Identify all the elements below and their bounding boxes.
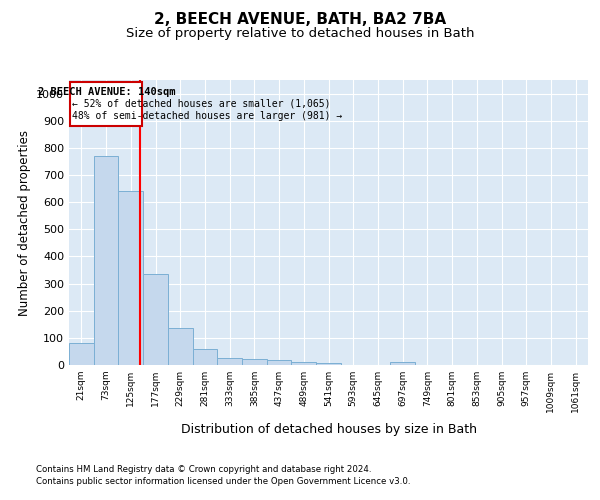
Y-axis label: Number of detached properties: Number of detached properties — [17, 130, 31, 316]
Bar — [118, 192, 143, 365]
Bar — [316, 363, 341, 365]
Text: ← 52% of detached houses are smaller (1,065): ← 52% of detached houses are smaller (1,… — [72, 99, 331, 109]
Bar — [217, 358, 242, 365]
FancyBboxPatch shape — [70, 82, 142, 126]
Bar — [242, 359, 267, 365]
Text: Contains public sector information licensed under the Open Government Licence v3: Contains public sector information licen… — [36, 478, 410, 486]
Bar — [193, 348, 217, 365]
Bar — [94, 156, 118, 365]
Bar — [69, 342, 94, 365]
Text: 2 BEECH AVENUE: 140sqm: 2 BEECH AVENUE: 140sqm — [38, 87, 175, 97]
Bar — [390, 362, 415, 365]
Bar — [168, 328, 193, 365]
Bar — [292, 362, 316, 365]
Text: Distribution of detached houses by size in Bath: Distribution of detached houses by size … — [181, 422, 477, 436]
Text: Contains HM Land Registry data © Crown copyright and database right 2024.: Contains HM Land Registry data © Crown c… — [36, 465, 371, 474]
Text: Size of property relative to detached houses in Bath: Size of property relative to detached ho… — [126, 28, 474, 40]
Text: 2, BEECH AVENUE, BATH, BA2 7BA: 2, BEECH AVENUE, BATH, BA2 7BA — [154, 12, 446, 28]
Text: 48% of semi-detached houses are larger (981) →: 48% of semi-detached houses are larger (… — [72, 111, 343, 121]
Bar — [267, 360, 292, 365]
Bar — [143, 274, 168, 365]
